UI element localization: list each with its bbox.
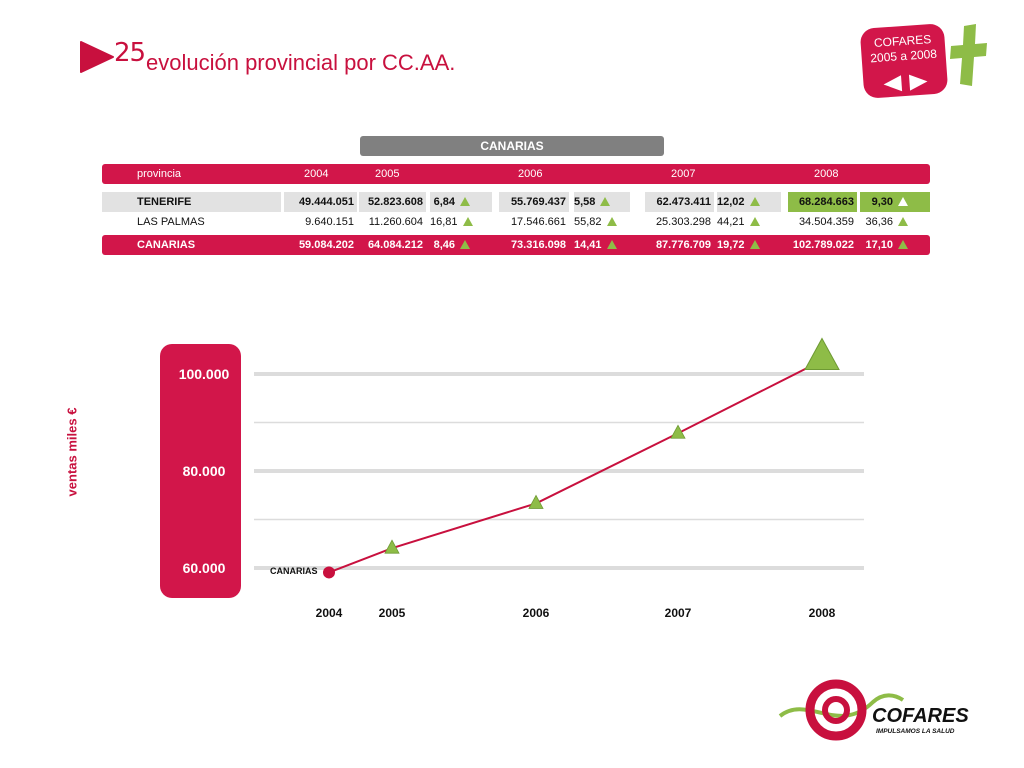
value-2004: 59.084.202 <box>298 239 354 251</box>
logo-name: COFARES <box>872 705 969 727</box>
green-cross-icon <box>950 24 987 86</box>
value-2004: 49.444.051 <box>284 192 357 212</box>
x-tick-label: 2008 <box>809 606 836 620</box>
up-triangle-icon <box>606 240 617 249</box>
growth-2007: 44,21 <box>717 212 781 232</box>
col-2007: 2007 <box>671 168 696 180</box>
data-point <box>804 337 840 370</box>
col-2005: 2005 <box>375 168 400 180</box>
x-tick-label: 2005 <box>379 606 406 620</box>
table-total-row: CANARIAS 59.084.202 64.084.212 8,46 73.3… <box>102 235 930 255</box>
growth-2005: 16,81 <box>430 212 492 232</box>
value-2005: 11.260.604 <box>368 216 423 228</box>
x-tick-label: 2007 <box>665 606 692 620</box>
data-point <box>323 566 335 579</box>
col-provincia: provincia <box>137 168 182 180</box>
growth-2005: 8,46 <box>430 235 492 255</box>
growth-2006: 5,58 <box>574 192 630 212</box>
y-tick-label: 80.000 <box>183 463 226 479</box>
cofares-logo: COFARES IMPULSAMOS LA SALUD <box>778 679 969 741</box>
value-2004: 9.640.151 <box>305 216 354 228</box>
table-row: LAS PALMAS 9.640.151 11.260.604 16,81 17… <box>102 212 930 232</box>
row-shade <box>102 192 281 212</box>
value-2006: 55.769.437 <box>499 192 569 212</box>
up-triangle-icon <box>600 197 611 206</box>
y-tick-label: 60.000 <box>183 560 226 576</box>
value-2005: 64.084.212 <box>367 239 423 251</box>
value-2005: 52.823.608 <box>359 192 426 212</box>
value-2008: 68.284.663 <box>788 192 857 212</box>
col-2008: 2008 <box>814 168 839 180</box>
x-tick-label: 2004 <box>316 606 343 620</box>
series-line <box>328 359 823 574</box>
up-triangle-icon <box>898 217 908 226</box>
up-triangle-icon <box>749 240 760 249</box>
page-title: evolución provincial por CC.AA. <box>146 50 456 75</box>
col-2006: 2006 <box>518 168 543 180</box>
growth-2006: 55,82 <box>574 212 630 232</box>
growth-2008: 36,36 <box>860 212 930 232</box>
growth-2008: 17,10 <box>860 235 930 255</box>
series-label: CANARIAS <box>270 566 318 576</box>
table-header: provincia 2004 2005 2006 2007 2008 <box>102 164 930 184</box>
table-row: TENERIFE 49.444.051 52.823.608 6,84 55.7… <box>102 192 930 212</box>
data-point <box>670 424 686 439</box>
logo-tagline: IMPULSAMOS LA SALUD <box>876 728 955 735</box>
play-arrow-icon <box>80 41 114 73</box>
arrows-icon <box>883 74 928 92</box>
data-point <box>528 494 544 509</box>
y-tick-label: 100.000 <box>179 366 230 382</box>
cofares-badge: COFARES 2005 a 2008 <box>859 22 988 99</box>
up-triangle-icon <box>462 217 473 226</box>
value-2007: 87.776.709 <box>655 239 711 251</box>
growth-2008: 9,30 <box>860 192 930 212</box>
data-point <box>384 539 400 554</box>
value-2007: 25.303.298 <box>655 216 711 228</box>
value-2008: 102.789.022 <box>792 239 854 251</box>
up-triangle-icon <box>749 197 760 206</box>
y-axis-panel <box>160 344 241 598</box>
value-2006: 73.316.098 <box>510 239 566 251</box>
growth-2005: 6,84 <box>430 192 492 212</box>
row-name: LAS PALMAS <box>137 216 205 228</box>
up-triangle-icon <box>460 240 470 249</box>
growth-2007: 12,02 <box>717 192 781 212</box>
up-triangle-icon <box>606 217 617 226</box>
value-2006: 17.546.661 <box>510 216 566 228</box>
x-tick-label: 2006 <box>523 606 550 620</box>
col-2004: 2004 <box>304 168 329 180</box>
value-2008: 34.504.359 <box>798 216 854 228</box>
page-number: 25 <box>114 38 146 68</box>
up-triangle-icon <box>898 240 908 249</box>
up-triangle-icon <box>898 197 908 206</box>
badge-box: COFARES 2005 a 2008 <box>859 23 949 99</box>
growth-2007: 19,72 <box>717 235 781 255</box>
up-triangle-icon <box>460 197 470 206</box>
row-name: CANARIAS <box>137 239 196 251</box>
value-2007: 62.473.411 <box>645 192 714 212</box>
row-name: TENERIFE <box>137 196 192 208</box>
growth-2006: 14,41 <box>574 235 630 255</box>
region-title: CANARIAS <box>360 136 664 156</box>
up-triangle-icon <box>749 217 760 226</box>
